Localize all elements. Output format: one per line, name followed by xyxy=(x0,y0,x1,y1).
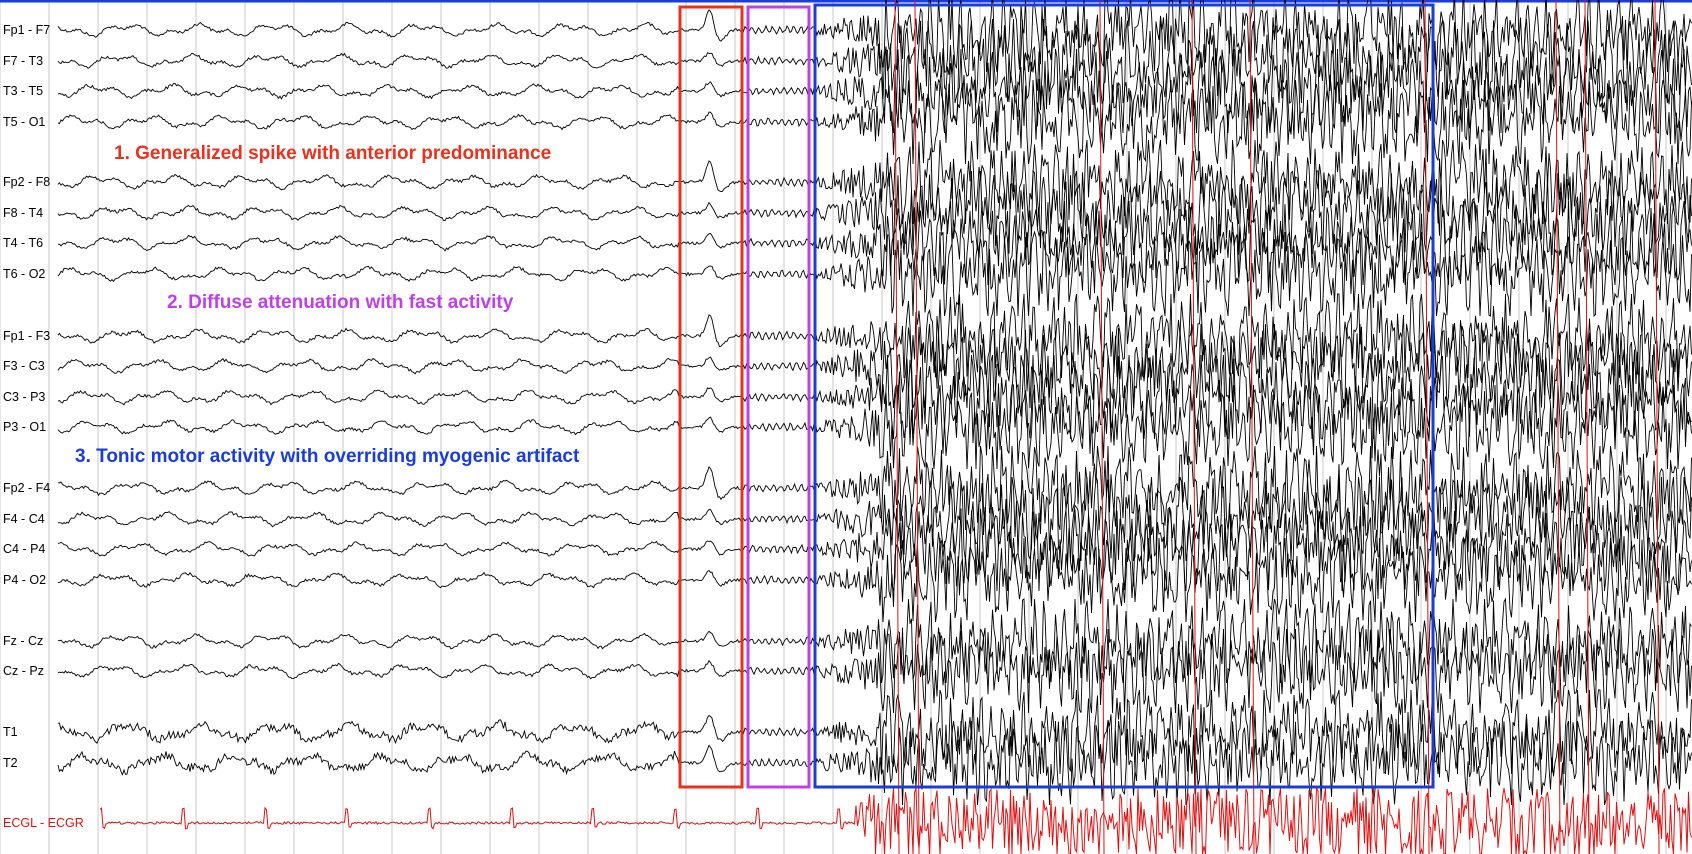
channel-label-fz-cz: Fz - Cz xyxy=(3,634,44,648)
eeg-trace xyxy=(57,230,1692,318)
eeg-trace xyxy=(57,18,1692,105)
eeg-trace xyxy=(57,720,1692,806)
channel-label-fp1-f3: Fp1 - F3 xyxy=(3,329,51,343)
ecg-artifact-line xyxy=(1424,0,1430,854)
spike-box xyxy=(678,5,744,789)
channel-label-cz-pz: Cz - Pz xyxy=(3,664,44,678)
ecg-artifact-line xyxy=(1099,0,1105,854)
ecg-artifact-line xyxy=(1584,0,1590,854)
channel-label-fp2-f8: Fp2 - F8 xyxy=(3,175,51,189)
channel-label-fp2-f4: Fp2 - F4 xyxy=(3,481,51,495)
ecg-artifact-line xyxy=(1555,0,1561,854)
eeg-trace xyxy=(57,48,1692,135)
annotation-generalized-spike: 1. Generalized spike with anterior predo… xyxy=(114,143,552,164)
ecg-trace xyxy=(99,786,1692,854)
eeg-trace xyxy=(57,628,1692,714)
ecg-artifact-line xyxy=(894,0,900,854)
eeg-trace xyxy=(57,293,1692,380)
channel-label-c4-p4: C4 - P4 xyxy=(3,542,46,556)
tonic-box xyxy=(813,3,1435,789)
annotation-diffuse-attenuation: 2. Diffuse attenuation with fast activit… xyxy=(167,292,514,313)
eeg-trace xyxy=(57,0,1692,74)
ecg-artifact-line xyxy=(1191,0,1197,854)
ecg-artifact-line xyxy=(1249,0,1255,854)
channel-label-ecg: ECGL - ECGR xyxy=(3,816,84,830)
channel-label-f7-t3: F7 - T3 xyxy=(3,54,44,68)
channel-label-t6-o2: T6 - O2 xyxy=(3,267,46,281)
channel-label-t1: T1 xyxy=(3,725,18,739)
channel-label-f3-c3: F3 - C3 xyxy=(3,359,45,373)
attenuation-box xyxy=(746,5,811,789)
channel-label-p3-o1: P3 - O1 xyxy=(3,420,47,434)
eeg-trace xyxy=(57,169,1692,256)
eeg-trace xyxy=(57,199,1692,286)
channel-label-t4-t6: T4 - T6 xyxy=(3,236,44,250)
eeg-trace xyxy=(57,536,1692,623)
eeg-trace xyxy=(57,79,1692,165)
channel-label-t2: T2 xyxy=(3,756,18,770)
eeg-trace xyxy=(57,354,1692,440)
ecg-artifact-line xyxy=(914,0,920,854)
channel-label-t5-o1: T5 - O1 xyxy=(3,115,46,129)
eeg-trace xyxy=(57,689,1692,775)
channel-label-f8-t4: F8 - T4 xyxy=(3,206,44,220)
ecg-artifact-line xyxy=(1654,0,1660,854)
channel-label-c3-p3: C3 - P3 xyxy=(3,390,46,404)
eeg-trace xyxy=(57,323,1692,409)
channel-label-f4-c4: F4 - C4 xyxy=(3,512,45,526)
channel-label-p4-o2: P4 - O2 xyxy=(3,573,47,587)
channel-label-t3-t5: T3 - T5 xyxy=(3,84,44,98)
eeg-trace xyxy=(57,139,1692,225)
eeg-trace xyxy=(57,476,1692,562)
eeg-trace xyxy=(57,384,1692,470)
eeg-trace xyxy=(57,506,1692,592)
channel-label-fp1-f7: Fp1 - F7 xyxy=(3,23,51,37)
eeg-trace xyxy=(57,445,1692,531)
annotation-tonic-motor-activity: 3. Tonic motor activity with overriding … xyxy=(75,446,580,467)
